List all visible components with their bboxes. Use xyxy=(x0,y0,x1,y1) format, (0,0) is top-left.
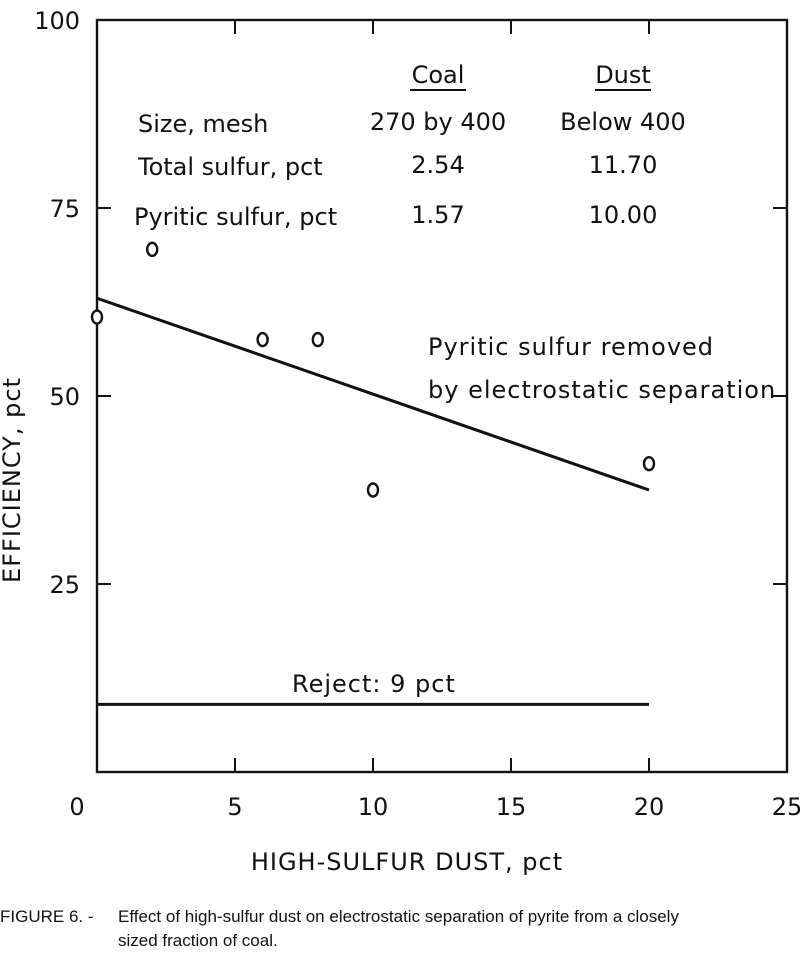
y-tick-label: 50 xyxy=(49,383,80,411)
table-row-label: Size, mesh xyxy=(138,110,268,138)
table-cell-dust: Below 400 xyxy=(560,108,686,136)
data-point xyxy=(90,309,104,325)
data-point xyxy=(311,331,324,348)
y-tick-label: 25 xyxy=(49,571,80,599)
x-tick-label: 5 xyxy=(227,793,242,821)
data-marks xyxy=(90,89,656,706)
figure-caption: FIGURE 6. - Effect of high-sulfur dust on… xyxy=(0,905,790,953)
data-point xyxy=(642,455,656,472)
x-tick-label: 10 xyxy=(358,793,389,821)
data-point xyxy=(256,331,269,348)
table-header-coal: Coal xyxy=(412,61,465,89)
table-cell-dust: 10.00 xyxy=(589,201,658,229)
data-point xyxy=(145,241,159,258)
y-tick-label: 75 xyxy=(49,195,80,223)
caption-line-1: Effect of high-sulfur dust on electrosta… xyxy=(118,907,679,926)
x-tick-label: 25 xyxy=(772,793,800,821)
table-header-dust: Dust xyxy=(595,61,651,89)
table-cell-coal: 2.54 xyxy=(411,151,464,179)
fit-line-label-line2: by electrostatic separation xyxy=(428,376,776,404)
caption-label: FIGURE 6. - xyxy=(0,907,94,926)
x-tick-label: 0 xyxy=(69,793,84,821)
y-axis-title: EFFICIENCY, pct xyxy=(0,377,26,583)
table-row-label: Total sulfur, pct xyxy=(137,153,323,181)
fit-line-label-line1: Pyritic sulfur removed xyxy=(428,333,714,361)
x-tick-label: 20 xyxy=(634,793,665,821)
table-cell-coal: 270 by 400 xyxy=(370,108,506,136)
fit-line xyxy=(96,296,650,492)
reject-line-label: Reject: 9 pct xyxy=(292,670,456,698)
chart-text: HIGH-SULFUR DUST, pct EFFICIENCY, pct Py… xyxy=(0,61,776,876)
table-cell-dust: 11.70 xyxy=(589,151,658,179)
axis-ticks: 0 5 10 15 20 25 25 50 75 100 xyxy=(34,7,800,821)
caption-line-2: sized fraction of coal. xyxy=(118,931,278,950)
x-tick-label: 15 xyxy=(496,793,527,821)
table-row-label: Pyritic sulfur, pct xyxy=(134,203,337,231)
x-axis-title: HIGH-SULFUR DUST, pct xyxy=(251,848,563,876)
data-point xyxy=(366,482,380,498)
chart: 0 5 10 15 20 25 25 50 75 100 HIGH-SULFUR DUST, pc… xyxy=(0,7,800,876)
y-tick-label: 100 xyxy=(34,7,80,35)
table-cell-coal: 1.57 xyxy=(411,201,464,229)
